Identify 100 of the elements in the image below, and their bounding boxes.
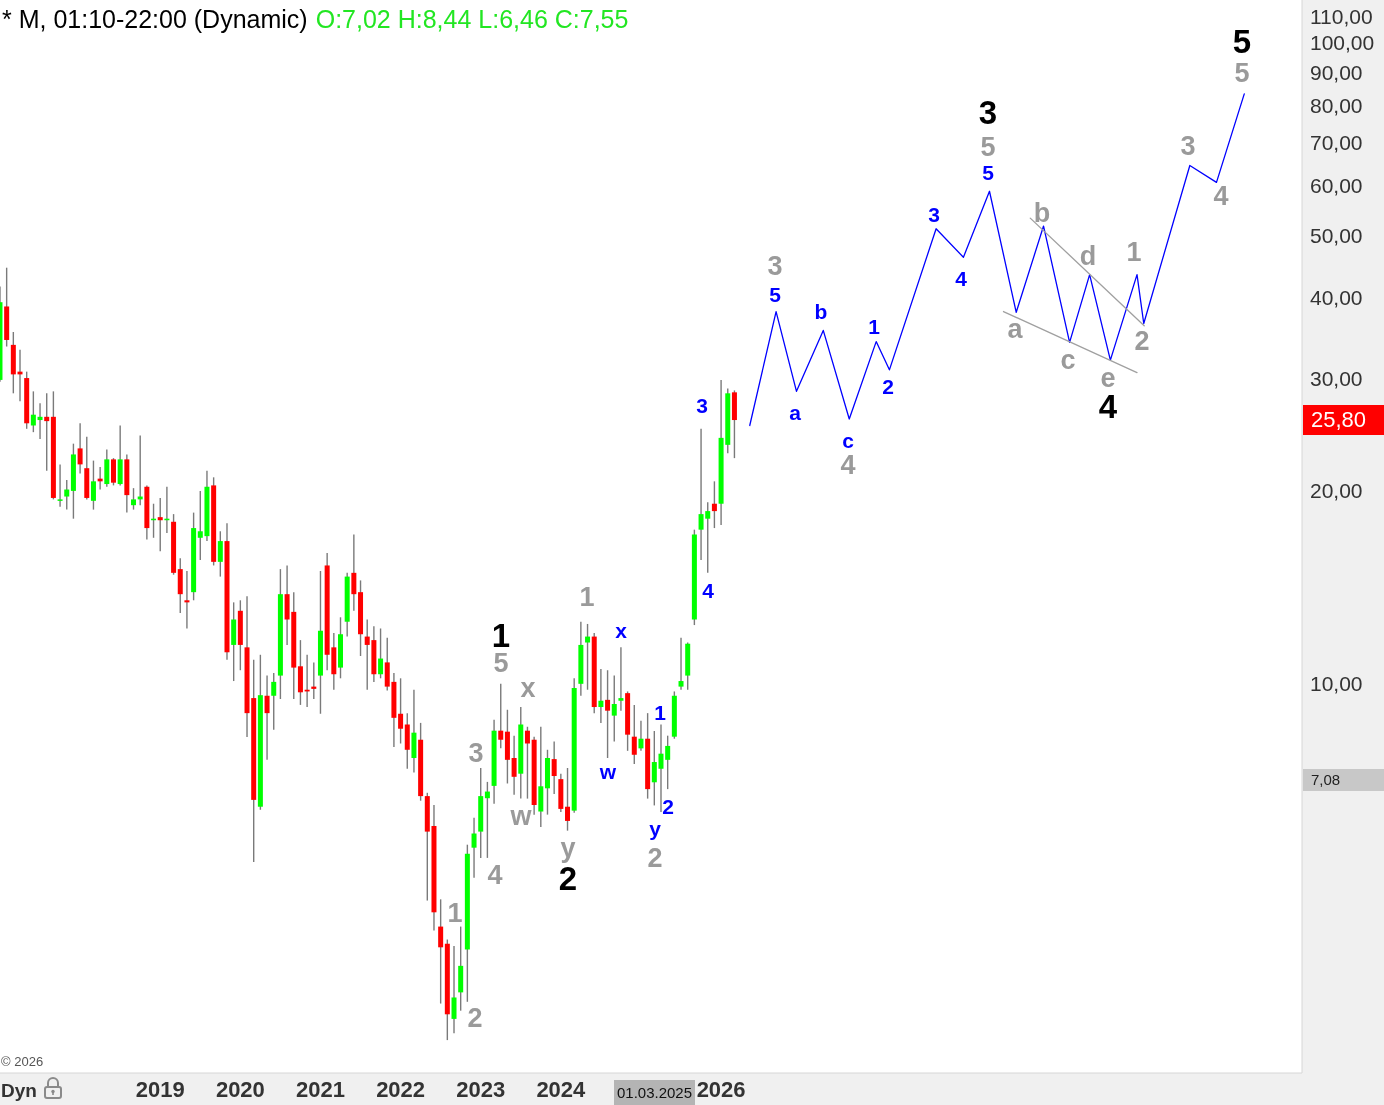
annotation: 5: [769, 282, 781, 306]
annotation: 2: [647, 842, 663, 873]
candlestick: [184, 570, 190, 630]
annotation: 1: [447, 897, 463, 928]
annotation: 1: [579, 581, 595, 612]
candlestick: [217, 530, 223, 578]
annotation: 3: [978, 93, 998, 131]
annotation: 5: [1232, 22, 1252, 60]
annotation: 2: [882, 374, 894, 398]
annotation: 4: [840, 449, 856, 480]
candlestick: [451, 945, 457, 1034]
chart-subtitle: O:7,02 H:8,44 L:6,46 C:7,55: [315, 5, 629, 33]
annotation: d: [1079, 240, 1097, 271]
candlestick: [438, 898, 444, 1005]
candlestick: [110, 457, 116, 487]
candlestick: [638, 719, 644, 752]
candlestick: [131, 487, 137, 511]
chart-title: * M, 01:10-22:00 (Dynamic): [2, 5, 308, 33]
annotation: © 2026: [1, 1054, 44, 1069]
annotation: 2: [467, 1002, 483, 1033]
y-tick-label: 110,00: [1310, 4, 1373, 28]
candlestick: [605, 669, 611, 759]
annotation: 4: [1213, 180, 1229, 211]
annotation: 2: [1134, 325, 1150, 356]
annotation: 4: [702, 578, 714, 602]
candlestick: [711, 480, 717, 529]
annotation: 3: [1180, 130, 1196, 161]
candlestick: [57, 463, 63, 508]
candlestick: [398, 677, 404, 745]
candlestick: [64, 479, 70, 511]
text: 7,08: [1303, 769, 1384, 791]
candlestick: [264, 674, 270, 761]
y-tick-label: 20,00: [1310, 479, 1363, 503]
y-tick-label: 50,00: [1310, 224, 1363, 248]
candlestick: [551, 740, 557, 795]
x-tick-label: 2021: [296, 1076, 345, 1102]
annotation: a: [1007, 313, 1023, 344]
x-tick-label: 2019: [135, 1076, 185, 1102]
annotation: x: [520, 672, 536, 703]
annotation: b: [814, 299, 828, 323]
candlestick: [351, 533, 357, 612]
annotation: 2: [662, 794, 674, 818]
candlestick: [678, 637, 684, 691]
annotation: 1: [868, 314, 880, 338]
candlestick: [631, 704, 637, 765]
x-tick-label: 2024: [536, 1076, 587, 1102]
y-tick-label: 80,00: [1310, 93, 1363, 117]
annotation: 4: [955, 266, 967, 290]
y-tick-label: 30,00: [1310, 366, 1363, 390]
candlestick: [484, 781, 490, 859]
candlestick: [311, 661, 317, 700]
annotation: a: [789, 400, 801, 424]
text: 25,80: [1303, 405, 1384, 435]
candlestick: [598, 668, 604, 724]
y-tick-label: 40,00: [1310, 286, 1363, 310]
candlestick: [611, 674, 617, 743]
text: Dyn: [1, 1079, 37, 1101]
annotation: 1: [1126, 236, 1142, 267]
annotation: 5: [982, 160, 994, 184]
y-tick-label: 70,00: [1310, 130, 1363, 154]
annotation: b: [1033, 197, 1051, 228]
line-series: [749, 93, 1245, 427]
x-tick-label: 2022: [376, 1076, 426, 1102]
candlestick: [511, 734, 517, 796]
annotation: x: [615, 618, 627, 642]
candlestick: [585, 623, 591, 691]
candlestick: [378, 627, 384, 680]
annotation: 3: [928, 202, 940, 226]
candlestick: [44, 392, 50, 472]
candlestick: [30, 390, 36, 433]
y-tick-label: 100,00: [1310, 31, 1375, 55]
text: 01.03.2025: [614, 1080, 695, 1105]
candlestick: [90, 459, 96, 511]
candlestick: [37, 402, 43, 440]
y-tick-label: 10,00: [1310, 672, 1363, 696]
annotation: 3: [468, 737, 484, 768]
candlestick: [77, 422, 83, 475]
candlestick: [524, 726, 530, 800]
annotation: 1: [654, 700, 666, 724]
candlestick: [271, 672, 277, 731]
annotation: 5: [980, 131, 996, 162]
annotation: w: [599, 759, 617, 783]
y-tick-label: 60,00: [1310, 173, 1363, 197]
x-tick-label: 2023: [456, 1076, 506, 1102]
annotation: c: [842, 428, 854, 452]
x-tick-label: 2026: [696, 1076, 746, 1102]
annotation: 3: [767, 250, 783, 281]
annotation: 3: [696, 393, 708, 417]
y-tick-label: 90,00: [1310, 60, 1363, 84]
annotation: c: [1060, 344, 1076, 375]
annotation: y: [649, 816, 661, 840]
candlestick: [665, 734, 671, 790]
x-tick-label: 2020: [215, 1076, 265, 1102]
candlestick: [471, 817, 477, 879]
candlestick: [565, 767, 571, 832]
annotation: 4: [487, 859, 503, 890]
annotation: w: [510, 800, 532, 831]
annotation: 5: [1234, 57, 1250, 88]
candlestick: [498, 683, 504, 750]
candlestick: [157, 497, 163, 552]
